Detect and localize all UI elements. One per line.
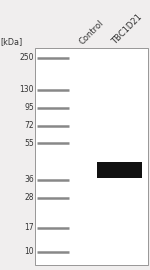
Text: [kDa]: [kDa] — [0, 37, 23, 46]
Bar — [97, 162, 142, 178]
Text: 55: 55 — [24, 139, 34, 147]
Text: 17: 17 — [24, 224, 34, 232]
Text: 95: 95 — [24, 103, 34, 113]
Text: 72: 72 — [24, 122, 34, 130]
Text: 36: 36 — [24, 176, 34, 184]
Text: 250: 250 — [20, 53, 34, 62]
Text: 130: 130 — [20, 86, 34, 94]
Text: 10: 10 — [24, 248, 34, 256]
Text: Control: Control — [77, 18, 105, 46]
Text: 28: 28 — [24, 194, 34, 202]
Text: TBC1D21: TBC1D21 — [110, 12, 144, 46]
Bar — [35, 48, 148, 265]
